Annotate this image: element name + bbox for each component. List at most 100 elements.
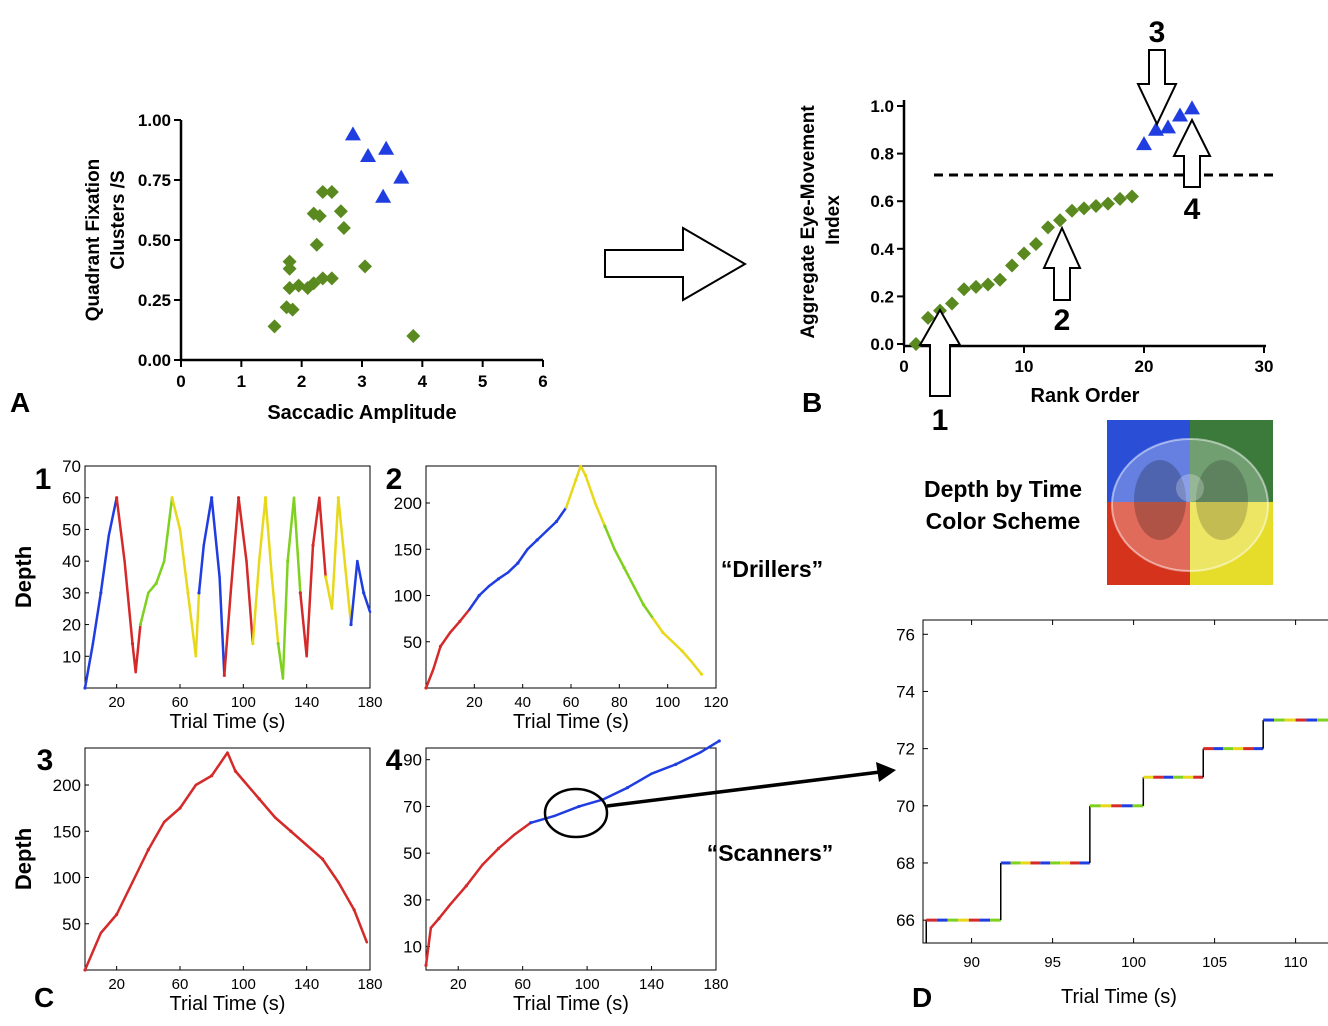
trace-segment [362,591,372,614]
x-tick-label: 140 [639,976,664,993]
quadrant-bottom-right [1190,502,1273,585]
trace-segment [321,857,340,884]
trace-segment [577,798,605,808]
b-point-triangle [1136,136,1152,151]
trace-segment [292,496,302,595]
trace-segment [337,496,346,563]
trace-segment [99,534,110,595]
b-point-diamond [1005,258,1019,273]
y-tick-label: 200 [53,776,81,795]
trace-segment [170,496,182,531]
y-tick-label: 50 [403,633,422,652]
trace-segment [83,642,95,690]
trace-point [336,496,340,500]
trace-segment [131,848,150,884]
b-x-tick-label: 0 [899,357,908,376]
trace-point [83,968,87,972]
panel-d-chart: 90 95 100 105 110 66 68 70 72 74 76 Trial Time (s)… [896,619,1328,1013]
a-y-tick-label: 0.25 [138,291,171,310]
trace-segment [671,640,684,653]
trace-segment [349,559,359,626]
a-point-diamond [324,185,339,199]
d-x-tick-label: 95 [1044,954,1061,971]
a-point-triangle [360,148,377,162]
trace-segment [229,496,240,595]
trace-segment [223,591,232,677]
trace-segment [257,496,267,563]
trace-point [661,630,665,635]
trace-segment [281,559,289,680]
trace-segment [356,559,365,595]
trace-point [197,591,201,595]
trace-segment [134,623,142,674]
b-point-diamond [1089,198,1103,213]
trace-point [496,846,501,851]
arrow-2-icon [1042,225,1082,301]
b-point-diamond [957,282,971,297]
trace-segment [601,786,629,801]
trace-segment [123,559,134,645]
a-point-diamond [333,204,348,219]
a-y-label-line2: Clusters /S [108,170,129,269]
panel-a-chart: 0 1 2 3 4 5 6 0.00 0.25 0.50 0.75 1.00 Saccadic Amp… [10,111,548,424]
a-x-tick-label: 3 [357,372,366,391]
trace-segment [555,506,568,523]
b-y-label-line1: Aggregate Eye-Movement [798,105,819,339]
y-tick-label: 30 [62,584,81,603]
trace-point [138,622,143,627]
trace-segment [162,496,174,563]
trace-point [464,884,468,888]
x-tick-label: 40 [514,694,531,711]
b-point-triangle [1148,121,1164,136]
arrow-4-icon [1172,117,1212,188]
trace-point [603,524,607,528]
trace-segment [432,645,442,671]
quadrant-top-right [1190,420,1273,502]
b-y-tick-label: 0.2 [870,287,894,306]
x-tick-label: 180 [357,976,382,993]
arrow-label-4: 4 [1184,193,1201,226]
b-point-diamond [921,310,935,325]
zoom-ellipse [543,787,609,839]
trace-segment [147,820,166,851]
x-tick-label: 100 [575,976,600,993]
trace-segment [584,474,597,505]
a-point-triangle [344,126,361,141]
a-x-label: Saccadic Amplitude [267,402,456,424]
a-y-tick-label: 0.50 [138,231,171,250]
scheme-title-line2: Color Scheme [926,508,1081,534]
d-x-label: Trial Time (s) [1061,986,1177,1008]
b-y-label-line2: Index [823,195,844,245]
y-tick-label: 100 [394,587,422,606]
trace-segment [564,478,578,509]
trace-segment [513,821,532,836]
trace-point [324,575,328,579]
x-tick-label: 20 [466,694,483,711]
trace-point [170,496,174,500]
x-tick-label: 100 [231,976,256,993]
b-x-tick-label: 30 [1255,357,1274,376]
trace-segment [115,496,126,563]
trace-segment [424,668,435,690]
a-point-diamond [306,206,321,221]
panel-b-chart: 0 10 20 30 0.0 0.2 0.4 0.6 0.8 1.0 Rank Order Agg… [798,16,1278,437]
trace-point [178,806,182,810]
a-y-tick-label: 0.75 [138,171,171,190]
panel-c2-chart: 20 40 60 80 100 120 50 100 150 200 Trial Time (s) 2 [386,463,729,733]
trace-point [154,581,158,585]
trace-point [222,673,226,677]
trace-segment [448,620,462,634]
trace-segment [674,751,702,766]
x-tick-label: 100 [231,694,256,711]
x-tick-label: 60 [172,976,189,993]
y-tick-label: 50 [403,844,422,863]
d-y-tick-label: 74 [896,682,915,701]
x-tick-label: 20 [108,694,125,711]
trace-point [257,797,261,801]
a-x-tick-label: 4 [418,372,428,391]
a-point-diamond [315,185,330,199]
a-point-diamond [358,259,373,274]
scanners-label: “Scanners” [707,840,834,866]
x-tick-label: 140 [294,976,319,993]
trace-segment [545,520,558,532]
